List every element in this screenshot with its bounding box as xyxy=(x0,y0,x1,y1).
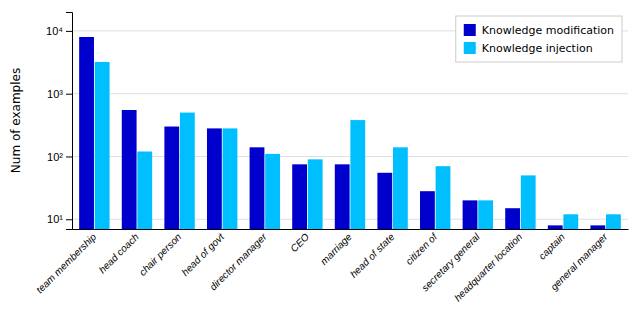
bar xyxy=(377,173,392,229)
y-tick-label: 10⁴ xyxy=(46,25,63,37)
plot: 10¹ 10² 10³ 10⁴ team membershiphead coachcha… xyxy=(34,13,629,304)
y-tick: 10⁴ xyxy=(46,25,72,37)
x-tick: CEO xyxy=(288,231,311,254)
bar xyxy=(505,208,520,229)
bar xyxy=(393,147,408,229)
bar xyxy=(164,127,179,229)
x-tick: team membership xyxy=(34,231,99,296)
x-tick: general manager xyxy=(548,231,610,293)
bar xyxy=(79,37,94,229)
legend-swatch xyxy=(464,24,476,36)
y-tick-label: 10² xyxy=(47,151,63,163)
x-tick-label: team membership xyxy=(34,231,99,296)
legend-label: Knowledge modification xyxy=(482,24,614,37)
y-tick: 10² xyxy=(47,151,72,163)
y-tick-label: 10¹ xyxy=(47,213,63,225)
bar xyxy=(420,191,435,229)
bar xyxy=(207,128,222,229)
x-tick-label: director manager xyxy=(207,231,269,293)
bar xyxy=(308,159,323,229)
y-tick-mark xyxy=(66,94,72,95)
x-tick-label: chair person xyxy=(137,231,184,278)
bar xyxy=(95,62,110,229)
y-axis: 10¹ 10² 10³ 10⁴ xyxy=(46,13,72,230)
y-tick: 10³ xyxy=(47,88,72,100)
bar xyxy=(292,164,307,229)
bar xyxy=(436,166,451,229)
bar xyxy=(122,110,137,229)
y-tick-mark xyxy=(66,156,72,157)
x-axis: team membershiphead coachchair personhea… xyxy=(34,230,629,304)
x-tick: director manager xyxy=(207,231,269,293)
legend-box xyxy=(456,16,622,62)
bar xyxy=(606,214,621,229)
bar-series xyxy=(79,37,605,229)
x-tick-label: marriage xyxy=(318,231,354,267)
bar xyxy=(180,113,195,229)
bar xyxy=(250,147,265,229)
legend-item: Knowledge modification xyxy=(464,24,614,37)
bar xyxy=(478,200,493,229)
x-tick: head coach xyxy=(97,231,142,276)
x-tick: headquarter location xyxy=(452,231,525,304)
bar xyxy=(590,225,605,229)
bars xyxy=(79,37,621,229)
bar xyxy=(563,214,578,229)
bar xyxy=(335,164,350,229)
bar xyxy=(463,200,478,229)
legend-label: Knowledge injection xyxy=(482,42,593,55)
x-tick-label: CEO xyxy=(288,231,311,254)
legend-item: Knowledge injection xyxy=(464,42,593,55)
x-tick: head of state xyxy=(348,231,397,280)
x-tick-label: head of govt xyxy=(179,230,227,278)
x-tick-label: headquarter location xyxy=(452,231,525,304)
y-tick: 10¹ xyxy=(47,213,72,225)
bar xyxy=(350,120,365,229)
y-axis-line xyxy=(66,13,73,230)
x-tick-label: general manager xyxy=(548,231,610,293)
legend-swatch xyxy=(464,42,476,54)
x-tick-label: head coach xyxy=(97,231,142,276)
x-tick-label: head of state xyxy=(348,231,397,280)
y-tick-mark xyxy=(66,31,72,32)
chart: 10¹ 10² 10³ 10⁴ team membershiphead coachcha… xyxy=(0,0,640,325)
legend: Knowledge modification Knowledge injectio… xyxy=(456,16,622,62)
bar xyxy=(223,128,238,229)
x-tick: head of govt xyxy=(179,230,227,278)
x-tick-label: citizen of xyxy=(403,230,440,267)
x-tick-label: captain xyxy=(536,231,567,262)
grid-line xyxy=(72,156,628,157)
grid-line xyxy=(72,219,628,220)
x-tick: chair person xyxy=(137,231,184,278)
bar xyxy=(521,175,536,229)
bar xyxy=(137,152,152,229)
bar xyxy=(265,154,280,229)
x-tick: citizen of xyxy=(403,230,440,267)
y-tick-label: 10³ xyxy=(47,88,63,100)
y-tick-mark xyxy=(66,219,72,220)
bar xyxy=(548,225,563,229)
y-axis-title: Num of examples xyxy=(9,68,23,173)
bar-series xyxy=(95,62,621,229)
x-axis-line xyxy=(73,229,629,230)
x-tick: marriage xyxy=(318,231,354,267)
x-tick: captain xyxy=(536,231,567,262)
grid-line xyxy=(72,93,628,94)
